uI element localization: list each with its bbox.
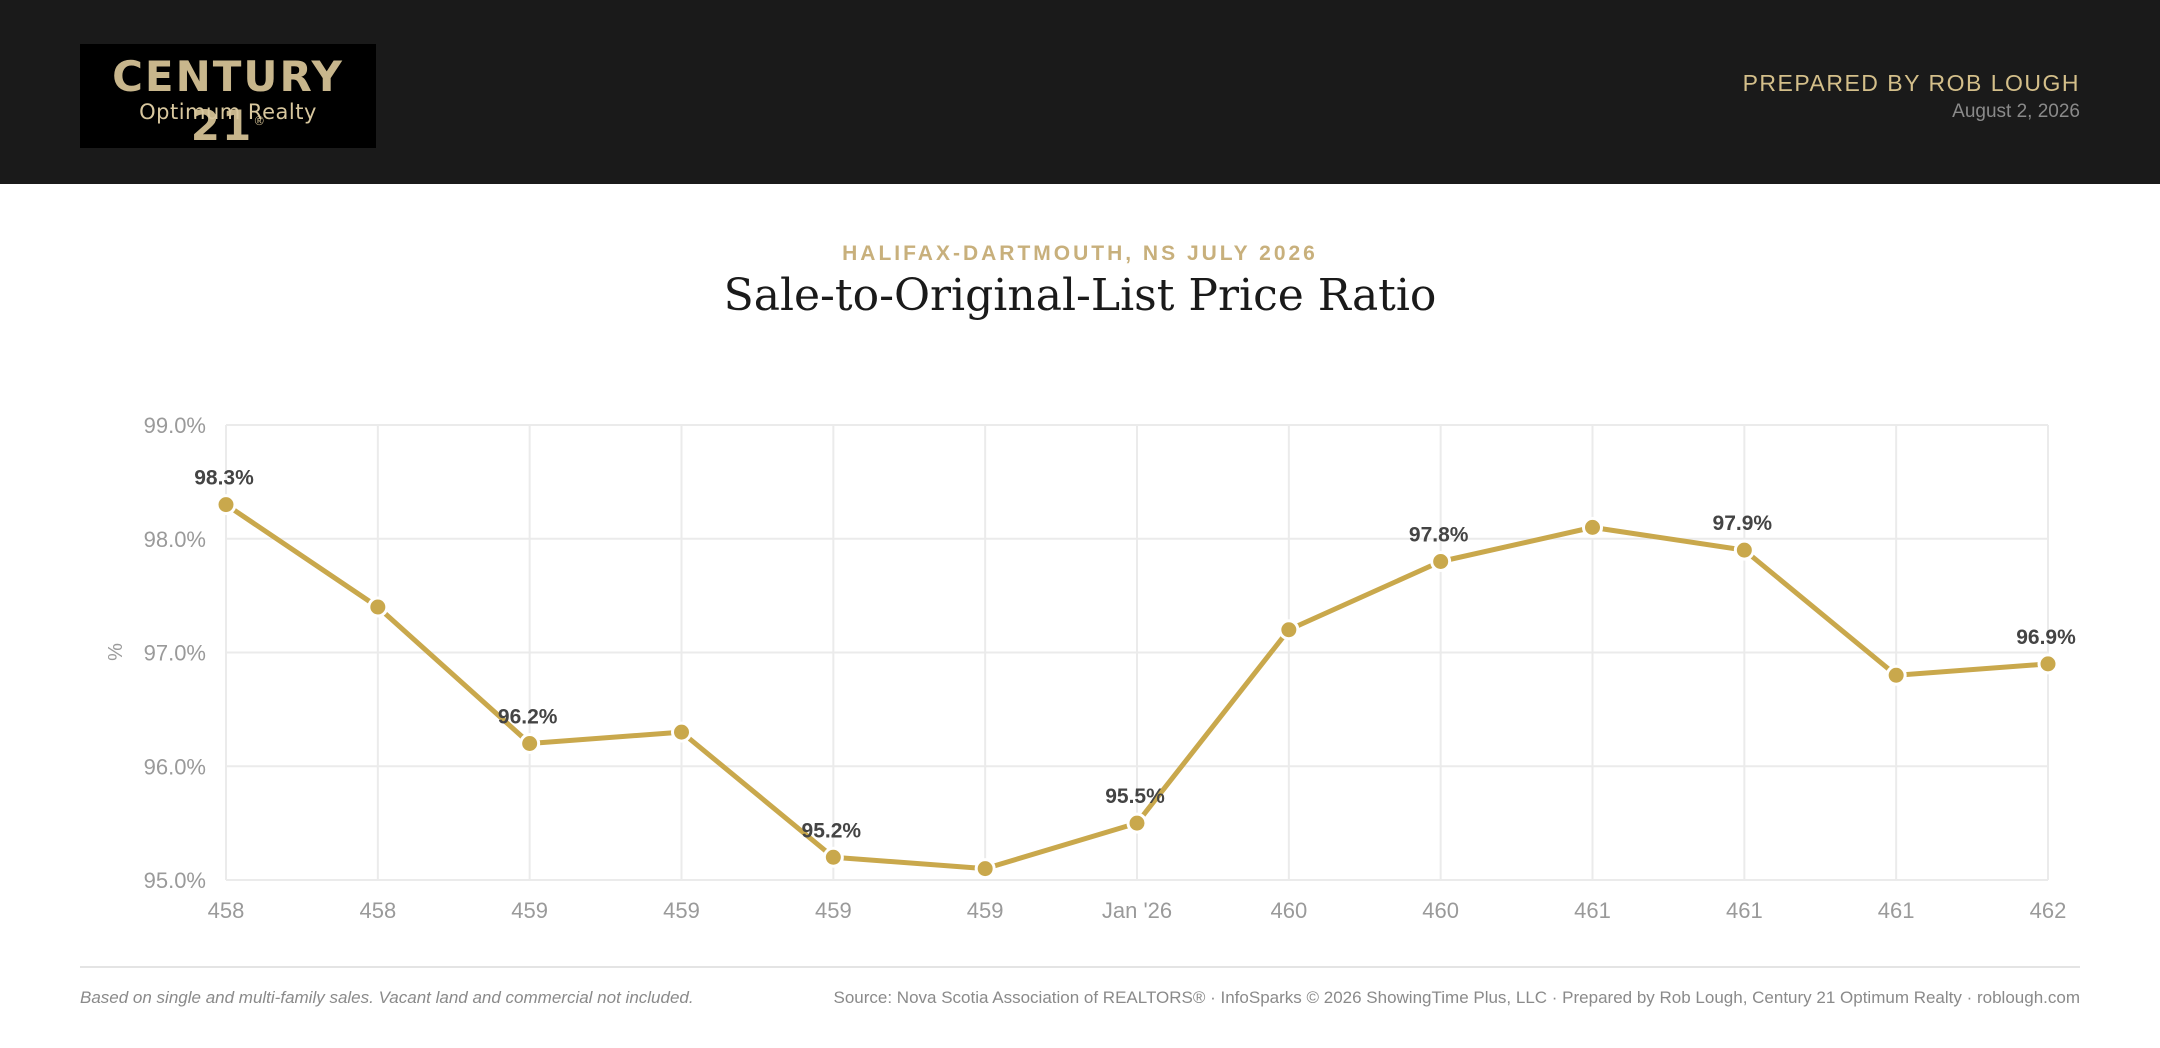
data-point bbox=[519, 733, 541, 754]
y-tick-label: 96.0% bbox=[144, 754, 206, 779]
data-point bbox=[1885, 664, 1907, 686]
footer-source: Source: Nova Scotia Association of REALT… bbox=[833, 988, 2081, 1007]
data-point bbox=[822, 846, 844, 868]
line-chart: 99.0%98.0%97.0%96.0%95.0%458 458 459 459 459… bbox=[105, 413, 2076, 923]
x-tick-label: 461 bbox=[1726, 898, 1763, 923]
footer-note: Based on single and multi-family sales. … bbox=[80, 988, 694, 1007]
x-tick-label: 458 bbox=[208, 898, 245, 923]
data-point bbox=[367, 596, 389, 618]
data-label: 97.9% bbox=[1713, 512, 1773, 535]
x-tick-label: 461 bbox=[1878, 898, 1915, 923]
x-tick-label: Jan '26 bbox=[1102, 898, 1172, 923]
x-tick-label: 460 bbox=[1422, 898, 1459, 923]
data-point bbox=[1582, 516, 1603, 538]
x-tick-label: 459 bbox=[663, 898, 700, 923]
logo-wordmark: CENTURY 21® bbox=[112, 52, 344, 150]
data-label: 96.9% bbox=[2016, 626, 2076, 649]
registered-mark: ® bbox=[253, 114, 266, 128]
x-tick-label: 461 bbox=[1574, 898, 1611, 923]
prepared-by: PREPARED BY ROB LOUGH bbox=[1742, 70, 2080, 96]
header-bar: CENTURY 21® Optimum Realty PREPARED BY R… bbox=[0, 0, 2160, 184]
data-point bbox=[974, 858, 996, 880]
y-axis-label: % bbox=[105, 643, 127, 661]
data-point bbox=[1430, 551, 1452, 572]
data-label: 95.2% bbox=[802, 819, 862, 842]
x-tick-label: 459 bbox=[967, 898, 1004, 923]
x-tick-label: 459 bbox=[511, 898, 548, 923]
data-point bbox=[671, 721, 692, 743]
data-label: 98.3% bbox=[194, 467, 254, 490]
data-point bbox=[1278, 619, 1300, 641]
data-label: 95.5% bbox=[1105, 785, 1165, 808]
x-tick-label: 458 bbox=[359, 898, 396, 923]
data-label: 96.2% bbox=[498, 706, 558, 729]
y-tick-label: 97.0% bbox=[144, 641, 206, 666]
x-tick-label: 462 bbox=[2030, 898, 2067, 923]
x-tick-label: 459 bbox=[815, 898, 852, 923]
report-date: August 2, 2026 bbox=[1952, 101, 2080, 122]
century21-logo: CENTURY 21® Optimum Realty bbox=[80, 44, 376, 150]
data-point bbox=[2037, 653, 2059, 675]
data-point bbox=[215, 494, 237, 516]
logo-subtitle: Optimum Realty bbox=[139, 100, 317, 124]
data-point bbox=[1733, 539, 1755, 561]
chart-title: Sale-to-Original-List Price Ratio bbox=[723, 270, 1437, 321]
y-tick-label: 99.0% bbox=[144, 413, 206, 438]
x-tick-label: 460 bbox=[1270, 898, 1307, 923]
y-tick-label: 98.0% bbox=[144, 527, 206, 552]
data-label: 97.8% bbox=[1409, 524, 1469, 547]
footer-divider bbox=[80, 966, 2080, 968]
y-tick-label: 95.0% bbox=[144, 868, 206, 893]
data-point bbox=[1126, 812, 1148, 834]
chart-subtitle: HALIFAX-DARTMOUTH, NS JULY 2026 bbox=[842, 242, 1318, 265]
